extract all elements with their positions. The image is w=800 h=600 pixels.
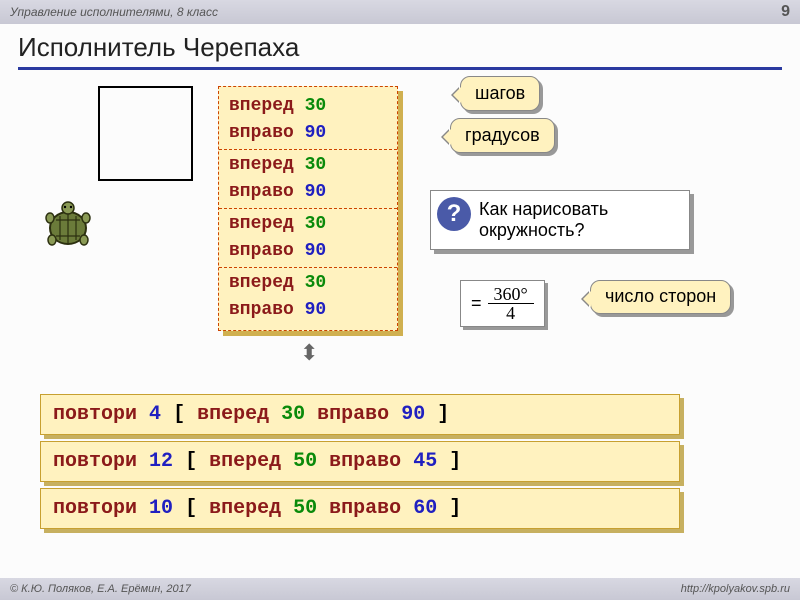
question-mark-icon: ?	[437, 197, 471, 231]
cmd: вперед	[229, 155, 294, 175]
footer: © К.Ю. Поляков, Е.А. Ерёмин, 2017 http:/…	[0, 578, 800, 600]
repeat-line: повтори 10 [ вперед 50 вправо 60 ]	[40, 488, 680, 529]
topbar: Управление исполнителями, 8 класс 9	[0, 0, 800, 24]
topbar-title: Управление исполнителями, 8 класс	[10, 5, 218, 19]
val: 90	[305, 123, 327, 143]
slide-title: Исполнитель Черепаха	[18, 32, 782, 70]
val: 90	[305, 182, 327, 202]
cmd: вперед	[229, 96, 294, 116]
repeat-line: повтори 4 [ вперед 30 вправо 90 ]	[40, 394, 680, 435]
cmd: вправо	[229, 300, 294, 320]
bubble-degrees: градусов	[450, 118, 555, 153]
repeat-line: повтори 12 [ вперед 50 вправо 45 ]	[40, 441, 680, 482]
val: 30	[305, 155, 327, 175]
page-number: 9	[781, 3, 790, 21]
updown-arrow-icon: ⬍	[300, 340, 318, 366]
footer-right: http://kpolyakov.spb.ru	[681, 583, 790, 595]
val: 90	[305, 300, 327, 320]
footer-left: © К.Ю. Поляков, Е.А. Ерёмин, 2017	[10, 583, 191, 595]
val: 30	[305, 214, 327, 234]
val: 30	[305, 96, 327, 116]
formula-box: = 360° 4	[460, 280, 545, 327]
cmd: вправо	[229, 123, 294, 143]
val: 90	[305, 241, 327, 261]
frac-top: 360°	[488, 285, 534, 304]
cmd: вправо	[229, 241, 294, 261]
equals: =	[471, 293, 482, 314]
val: 30	[305, 273, 327, 293]
drawn-square	[98, 86, 193, 181]
frac-bot: 4	[500, 304, 521, 322]
cmd: вперед	[229, 273, 294, 293]
code-block: вперед 30 вправо 90 вперед 30 вправо 90 …	[218, 86, 398, 331]
turtle-icon	[38, 196, 98, 256]
cmd: вправо	[229, 182, 294, 202]
cmd: вперед	[229, 214, 294, 234]
question-box: ? Как нарисовать окружность?	[430, 190, 690, 250]
question-text: Как нарисовать окружность?	[479, 199, 677, 241]
repeat-lines: повтори 4 [ вперед 30 вправо 90 ] повтор…	[40, 388, 680, 535]
bubble-sides: число сторон	[590, 280, 731, 314]
bubble-steps: шагов	[460, 76, 540, 111]
